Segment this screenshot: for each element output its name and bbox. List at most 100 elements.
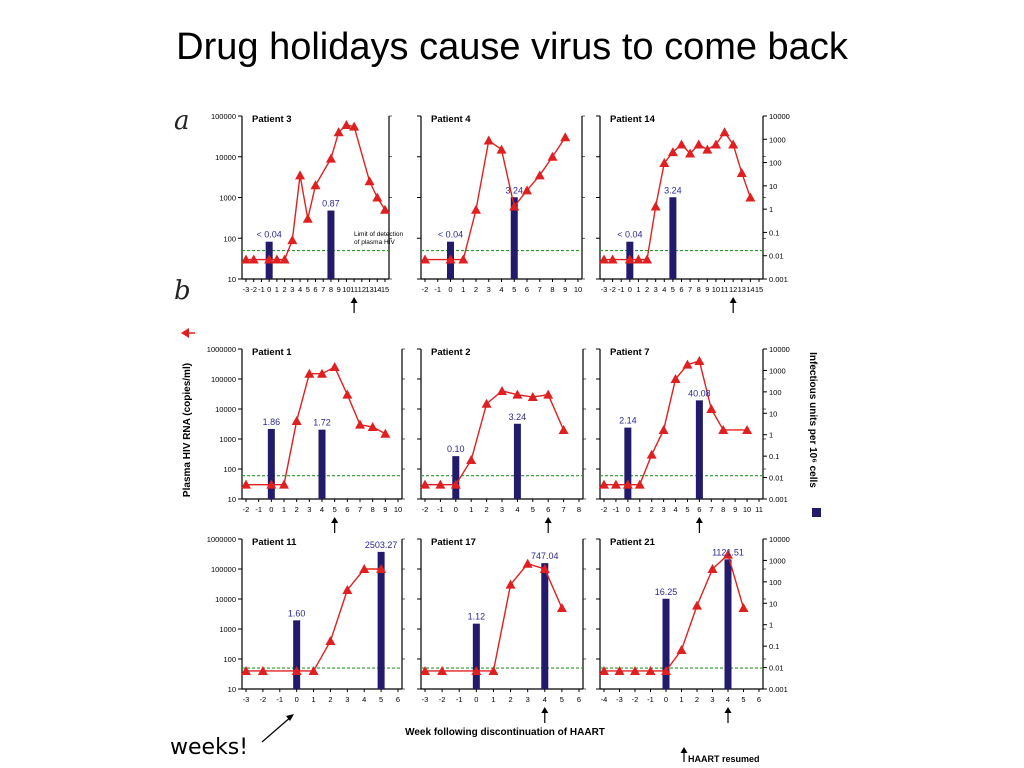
data-point <box>560 132 571 142</box>
x-tick-label: 0 <box>664 695 668 704</box>
x-tick-label: 12 <box>729 285 737 294</box>
bar <box>624 427 632 499</box>
x-tick-label: 7 <box>321 285 325 294</box>
bar-label: 2.14 <box>619 416 637 426</box>
x-tick-label: 4 <box>673 505 677 514</box>
x-tick-label: 5 <box>531 505 535 514</box>
y-tick-label: 100 <box>223 234 236 243</box>
x-tick-label: 10 <box>394 505 402 514</box>
x-tick-label: 5 <box>671 285 675 294</box>
bar-label: 3.24 <box>509 412 527 422</box>
section-b-label: b <box>174 276 191 306</box>
data-point <box>676 139 687 149</box>
panel-patient-17 <box>417 538 586 723</box>
x-tick-label: 1 <box>679 695 683 704</box>
panel-title: Patient 2 <box>431 347 471 358</box>
data-point <box>723 549 733 559</box>
panel-patient-4 <box>417 115 585 282</box>
y2-tick-label: 0.1 <box>769 452 779 461</box>
panel-patient-21 <box>596 538 767 723</box>
data-point <box>496 144 507 154</box>
x-tick-label: 13 <box>738 285 746 294</box>
haart-arrowhead <box>541 707 549 713</box>
data-point <box>471 204 481 214</box>
data-line <box>425 390 565 486</box>
data-point <box>693 139 704 149</box>
data-line <box>425 136 566 261</box>
bar-label: 16.25 <box>655 587 678 597</box>
x-tick-label: 6 <box>313 285 317 294</box>
data-point <box>633 254 644 264</box>
x-tick-label: 11 <box>755 505 763 514</box>
x-tick-label: 5 <box>512 285 516 294</box>
data-point <box>481 398 492 408</box>
data-point <box>661 665 671 675</box>
panel-title: Patient 21 <box>610 537 656 548</box>
y-tick-label: 10 <box>228 685 236 694</box>
panel-patient-11 <box>238 538 405 692</box>
y2-tick-label: 100 <box>769 578 782 587</box>
x-tick-label: 0 <box>628 285 632 294</box>
haart-arrowhead <box>695 517 703 523</box>
x-tick-label: 3 <box>487 285 491 294</box>
weeks-note: weeks! <box>170 735 249 760</box>
x-tick-label: 9 <box>383 505 387 514</box>
data-point <box>659 158 670 168</box>
data-point <box>710 139 721 149</box>
x-tick-label: -1 <box>258 285 265 294</box>
x-tick-label: 7 <box>562 505 566 514</box>
x-tick-label: 9 <box>733 505 737 514</box>
x-tick-label: 4 <box>515 505 519 514</box>
haart-arrowhead <box>331 517 339 523</box>
x-tick-label: 8 <box>329 285 333 294</box>
data-line <box>246 568 382 672</box>
x-tick-label: 3 <box>500 505 504 514</box>
y-tick-label: 1000 <box>219 435 236 444</box>
x-tick-label: 3 <box>662 505 666 514</box>
y2-tick-label: 0.001 <box>769 275 788 284</box>
bar-label: 1.60 <box>288 608 306 618</box>
x-tick-label: 4 <box>362 695 366 704</box>
data-point <box>380 204 390 214</box>
panel-title: Patient 7 <box>610 347 650 358</box>
data-point <box>682 359 693 369</box>
x-tick-label: -3 <box>422 695 429 704</box>
data-point <box>556 603 567 613</box>
panel-title: Patient 11 <box>252 537 297 548</box>
section-a-label: a <box>174 106 190 136</box>
x-tick-label: 9 <box>563 285 567 294</box>
x-tick-label: 0 <box>295 695 299 704</box>
bar-label: 3.24 <box>505 185 523 195</box>
y2-tick-label: 10000 <box>769 112 790 121</box>
data-point <box>372 192 383 202</box>
x-tick-label: 6 <box>396 695 400 704</box>
x-tick-label: 11 <box>721 285 729 294</box>
x-tick-label: 8 <box>721 505 725 514</box>
bar-label: 40.08 <box>688 388 711 398</box>
x-tick-label: -2 <box>422 285 429 294</box>
data-point <box>349 121 360 131</box>
data-point <box>610 479 621 489</box>
x-tick-label: 6 <box>345 505 349 514</box>
x-tick-label: 15 <box>381 285 389 294</box>
data-point <box>364 176 375 186</box>
x-tick-label: 3 <box>654 285 658 294</box>
data-point <box>599 254 609 264</box>
bar-label: 1.12 <box>468 612 486 622</box>
data-point <box>266 479 277 489</box>
bar-label: 1.86 <box>263 417 281 427</box>
x-tick-label: 8 <box>577 505 581 514</box>
data-point <box>420 479 430 489</box>
data-point <box>257 665 268 675</box>
x-tick-label: 8 <box>550 285 554 294</box>
x-tick-label: -2 <box>243 505 250 514</box>
x-tick-label: 10 <box>342 285 350 294</box>
y2-tick-label: 0.001 <box>769 685 788 694</box>
data-point <box>676 644 687 654</box>
x-tick-label: 4 <box>320 505 324 514</box>
y2-axis-title: Infectious units per 10⁶ cells <box>807 352 818 488</box>
x-tick-label: -1 <box>613 505 620 514</box>
data-point <box>420 254 430 264</box>
x-tick-label: 1 <box>469 505 473 514</box>
x-tick-label: 3 <box>710 695 714 704</box>
